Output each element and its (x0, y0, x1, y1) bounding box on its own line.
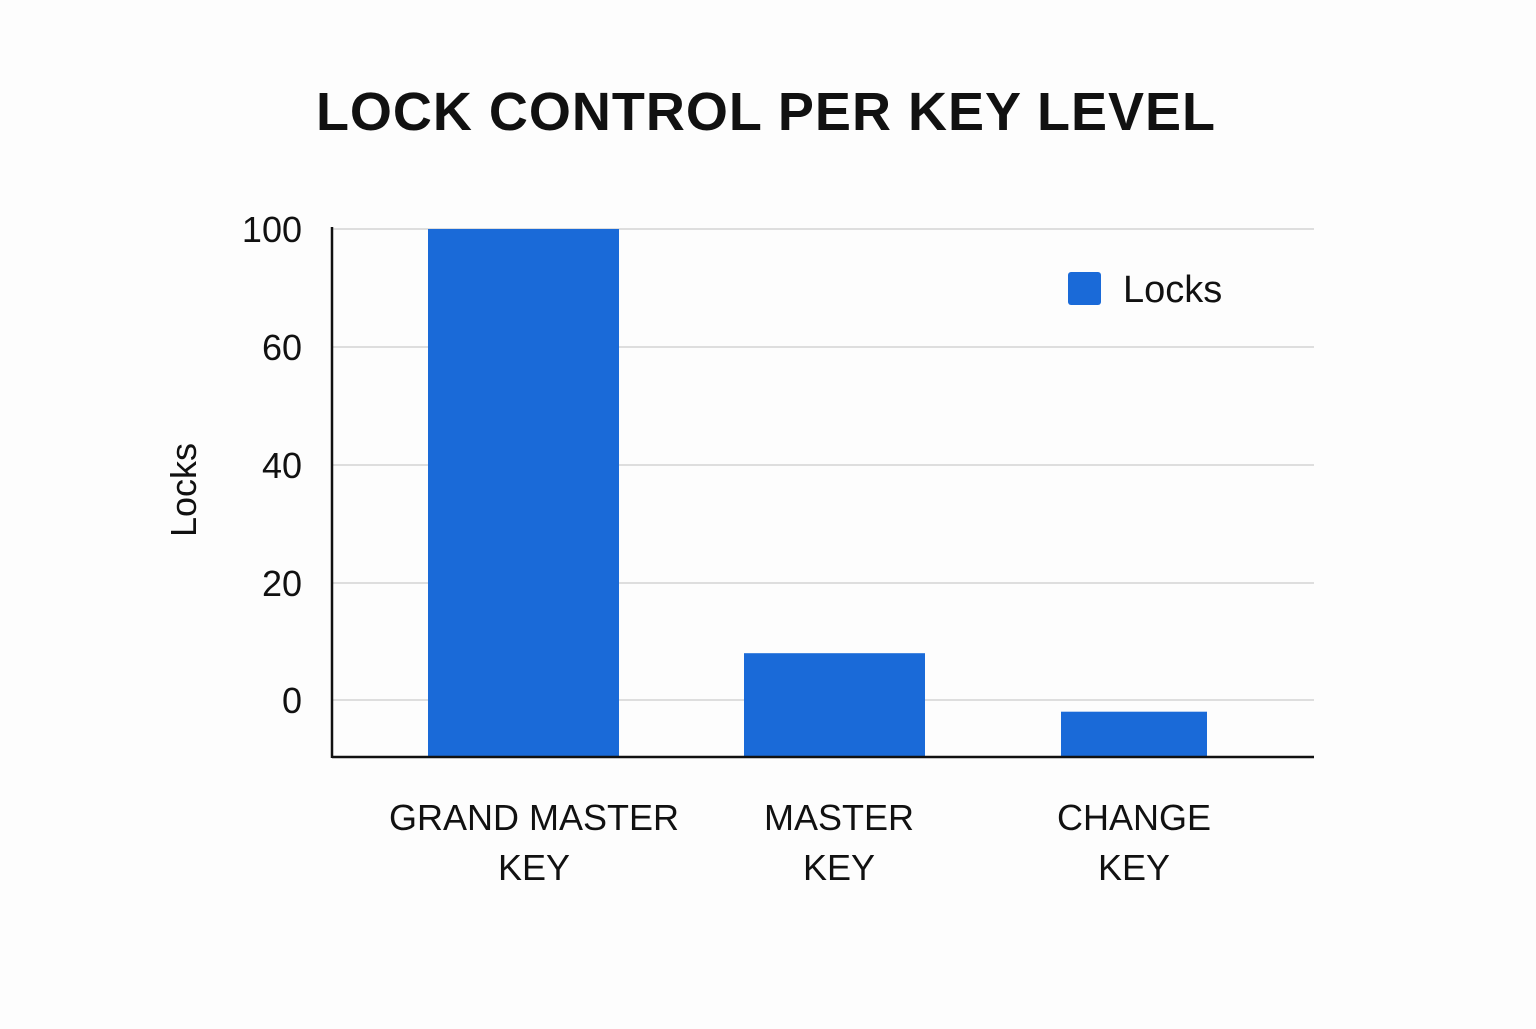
y-tick-label: 20 (262, 563, 302, 604)
category-label: CHANGE (1057, 797, 1211, 838)
y-tick-label: 40 (262, 445, 302, 486)
category-label: KEY (1098, 847, 1170, 888)
y-tick-label: 60 (262, 327, 302, 368)
y-tick-label: 0 (282, 680, 302, 721)
y-tick-labels: 100 60 40 20 0 (242, 209, 302, 721)
axes (330, 227, 1314, 759)
category-labels: GRAND MASTER KEY MASTER KEY CHANGE KEY (389, 797, 1211, 888)
bars (428, 229, 1207, 757)
category-label: KEY (803, 847, 875, 888)
legend-label: Locks (1123, 269, 1222, 311)
category-label: GRAND MASTER (389, 797, 679, 838)
bar-0 (428, 229, 619, 757)
bar-1 (744, 653, 925, 757)
category-label: MASTER (764, 797, 914, 838)
y-axis-title: Locks (163, 443, 204, 537)
category-label: KEY (498, 847, 570, 888)
legend: Locks (1068, 269, 1222, 311)
chart-title: LOCK CONTROL PER KEY LEVEL (316, 82, 1216, 142)
bar-2 (1061, 711, 1207, 757)
legend-swatch (1068, 272, 1101, 305)
y-tick-label: 100 (242, 209, 302, 250)
